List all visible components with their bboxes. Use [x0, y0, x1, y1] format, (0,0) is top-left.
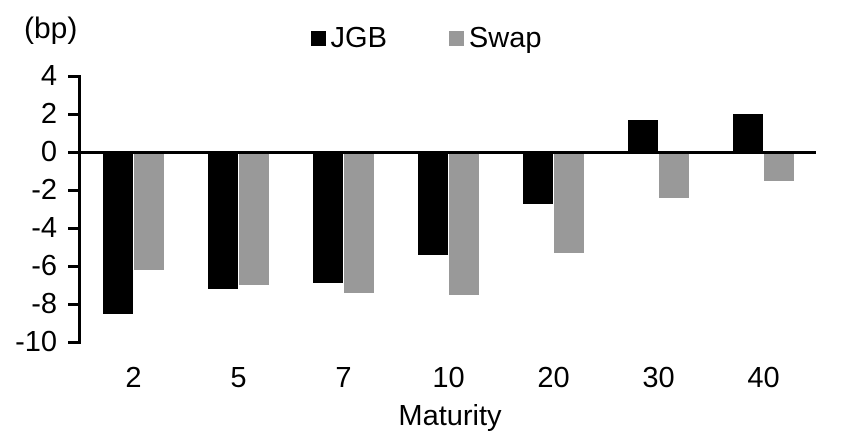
bar-swap-7 [344, 152, 374, 293]
x-axis-label-30: 30 [642, 362, 675, 394]
legend-item-jgb: JGB [310, 22, 387, 54]
y-axis-tick [68, 340, 78, 344]
y-axis-tick [68, 150, 78, 154]
y-axis-tick-label: 0 [40, 136, 57, 169]
y-axis-tick [68, 302, 78, 306]
bar-jgb-7 [313, 152, 343, 284]
x-axis-label-10: 10 [432, 362, 465, 394]
legend-label-jgb: JGB [330, 22, 387, 54]
bar-jgb-2 [103, 152, 133, 314]
jgb-swatch-icon [310, 30, 326, 46]
bar-jgb-30 [628, 120, 658, 153]
x-axis-label-7: 7 [335, 362, 352, 394]
legend-label-swap: Swap [468, 22, 542, 54]
bar-jgb-20 [523, 152, 553, 204]
bar-swap-30 [659, 152, 689, 198]
bar-jgb-40 [733, 114, 763, 153]
y-axis-tick-label: -4 [31, 212, 57, 245]
y-axis-tick-label: -2 [31, 174, 57, 207]
y-axis-tick-label: -6 [31, 250, 57, 283]
x-axis-label-40: 40 [747, 362, 780, 394]
y-axis-unit-label: (bp) [24, 12, 78, 45]
y-axis-tick [68, 264, 78, 268]
y-axis-tick [68, 226, 78, 230]
bar-swap-40 [764, 152, 794, 181]
y-axis-tick-label: -8 [31, 288, 57, 321]
legend-item-swap: Swap [448, 22, 542, 54]
y-axis-tick-label: -10 [15, 326, 57, 359]
bar-jgb-10 [418, 152, 448, 255]
bar-swap-2 [134, 152, 164, 271]
bar-swap-20 [554, 152, 584, 253]
y-axis-tick [68, 112, 78, 116]
y-axis-line [78, 74, 81, 344]
swap-swatch-icon [448, 30, 464, 46]
x-axis-title: Maturity [398, 400, 502, 432]
legend: JGB Swap [0, 22, 852, 54]
y-axis-tick-label: 4 [40, 60, 57, 93]
bar-jgb-5 [208, 152, 238, 290]
y-axis-tick-label: 2 [40, 98, 57, 131]
x-axis-label-2: 2 [125, 362, 142, 394]
y-axis-tick [68, 74, 78, 78]
bar-swap-5 [239, 152, 269, 286]
x-axis-label-20: 20 [537, 362, 570, 394]
bar-swap-10 [449, 152, 479, 295]
zero-baseline [78, 150, 816, 154]
y-axis-tick [68, 188, 78, 192]
x-axis-label-5: 5 [230, 362, 247, 394]
